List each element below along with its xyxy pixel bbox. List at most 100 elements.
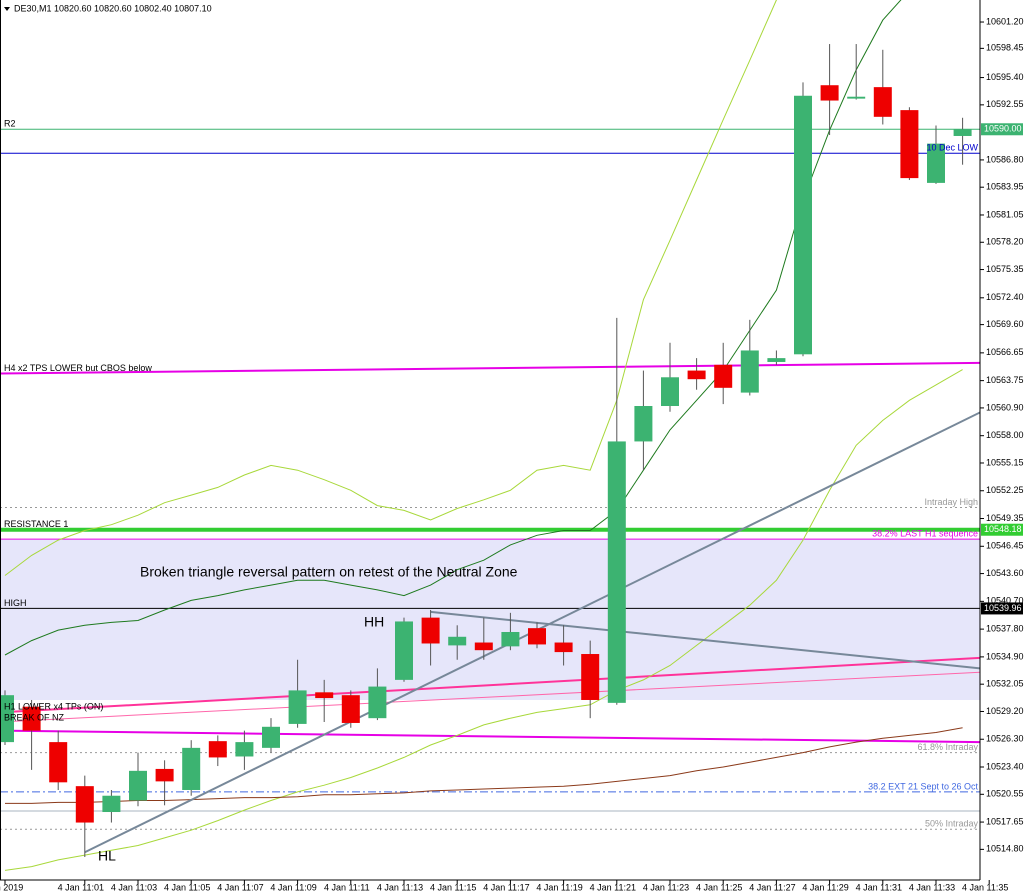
x-tick-label: 4 Jan 11:31 xyxy=(856,882,902,892)
x-tick-label: 4 Jan 11:33 xyxy=(909,882,955,892)
candle-body xyxy=(474,642,493,651)
candle-body xyxy=(927,143,945,183)
candle-body xyxy=(235,742,254,757)
y-tick-label: 10537.80 xyxy=(986,623,1024,633)
y-tick-label: 10526.30 xyxy=(986,734,1024,744)
level-line xyxy=(0,361,980,375)
x-tick-label: 4 Jan 11:11 xyxy=(324,882,370,892)
candle-body xyxy=(421,617,440,644)
hl-label: HL xyxy=(98,848,116,864)
level-line xyxy=(0,671,980,723)
y-tick-label: 10598.45 xyxy=(986,43,1024,53)
candle-body xyxy=(102,795,121,813)
candle-body xyxy=(49,742,68,783)
candle-body xyxy=(208,741,227,758)
x-tick-label: 4 Jan 11:15 xyxy=(430,882,476,892)
level-label: Intraday High xyxy=(924,497,978,507)
candle-body xyxy=(129,770,147,801)
candle-body xyxy=(581,654,600,700)
candle-body xyxy=(155,768,174,782)
x-tick-label: 4 Jan 11:27 xyxy=(749,882,795,892)
y-tick-label: 10532.05 xyxy=(986,679,1024,689)
candle-body xyxy=(341,695,360,723)
y-tick-label: 10514.80 xyxy=(986,844,1024,854)
x-tick-label: 4 Jan 11:25 xyxy=(696,882,742,892)
level-label: 38.2 EXT 21 Sept to 26 Oct xyxy=(868,781,978,791)
candle-body xyxy=(873,87,892,117)
candle-body xyxy=(607,441,626,703)
y-tick-label: 10546.45 xyxy=(986,541,1024,551)
pattern-note: Broken triangle reversal pattern on rete… xyxy=(140,564,518,580)
plot-area xyxy=(0,0,980,871)
y-tick-label: 10563.75 xyxy=(986,375,1024,385)
level-label: HIGH xyxy=(4,598,27,608)
price-box xyxy=(981,523,1023,536)
price-box xyxy=(981,602,1023,615)
indicator-line xyxy=(4,0,777,576)
candle-body xyxy=(368,686,387,719)
candle-body xyxy=(740,350,759,393)
x-tick-label: 4 Jan 11:03 xyxy=(111,882,157,892)
candle-body xyxy=(315,692,334,699)
y-tick-label: 10523.40 xyxy=(986,761,1024,771)
candle-body xyxy=(501,631,520,647)
hh-label: HH xyxy=(364,614,384,630)
candle-body xyxy=(687,370,706,380)
x-tick-label: 4 Jan 11:35 xyxy=(962,882,1008,892)
level-label: RESISTANCE 1 xyxy=(4,519,68,529)
x-tick-label: 4 Jan 11:21 xyxy=(590,882,636,892)
level-label: 38.2% LAST H1 sequence xyxy=(872,528,978,538)
x-tick-label: 4 Jan 11:09 xyxy=(270,882,316,892)
nz-note: BREAK OF NZ xyxy=(4,712,65,722)
price-box xyxy=(981,123,1023,136)
y-tick-label: 10552.25 xyxy=(986,485,1024,495)
y-tick-label: 10578.20 xyxy=(986,237,1024,247)
candle-body xyxy=(767,358,786,362)
y-tick-label: 10601.20 xyxy=(986,16,1024,26)
y-tick-label: 10517.65 xyxy=(986,816,1024,826)
candle-body xyxy=(953,129,972,136)
candle-body xyxy=(820,85,839,101)
indicator-line xyxy=(4,369,963,871)
level-line xyxy=(0,729,980,744)
candle-body xyxy=(900,110,919,179)
candle-body xyxy=(288,690,307,724)
y-tick-label: 10543.60 xyxy=(986,568,1024,578)
level-label: 50% Intraday xyxy=(925,819,979,829)
candle-body xyxy=(714,364,733,388)
y-tick-label: 10575.35 xyxy=(986,264,1024,274)
candle-body xyxy=(794,95,812,355)
h1-note: H1 LOWER x4 TPs (ON) xyxy=(4,701,103,711)
y-tick-label: 10592.55 xyxy=(986,99,1024,109)
y-tick-label: 10586.80 xyxy=(986,154,1024,164)
chart-title: DE30,M1 10820.60 10820.60 10802.40 10807… xyxy=(14,3,212,13)
candle-body xyxy=(554,642,573,653)
level-label: R2 xyxy=(4,119,16,129)
level-label: 10 Dec LOW xyxy=(926,143,978,153)
y-tick-label: 10560.90 xyxy=(986,402,1024,412)
candle-body xyxy=(262,726,280,748)
candle-body xyxy=(182,747,201,790)
candle-body xyxy=(634,406,653,442)
y-tick-label: 10569.60 xyxy=(986,319,1024,329)
level-label: 61.8% Intraday xyxy=(917,742,978,752)
indicator-line xyxy=(4,0,902,656)
candle-body xyxy=(448,636,467,646)
x-tick-label: 4 Jan 11:17 xyxy=(483,882,529,892)
y-tick-label: 10555.15 xyxy=(986,457,1024,467)
y-tick-label: 10566.65 xyxy=(986,347,1024,357)
price-box-label: 10590.00 xyxy=(984,124,1022,134)
candle-body xyxy=(661,377,679,407)
y-tick-label: 10572.40 xyxy=(986,292,1024,302)
y-tick-label: 10529.20 xyxy=(986,706,1024,716)
trendline xyxy=(430,610,980,670)
x-tick-label: 4 Jan 11:13 xyxy=(377,882,423,892)
candle-body xyxy=(22,706,41,731)
y-tick-label: 10595.40 xyxy=(986,72,1024,82)
symbol-menu-icon[interactable] xyxy=(4,7,10,11)
candle-body xyxy=(395,621,413,680)
candle-body xyxy=(75,786,94,823)
x-tick-label: 4 Jan 11:05 xyxy=(164,882,210,892)
